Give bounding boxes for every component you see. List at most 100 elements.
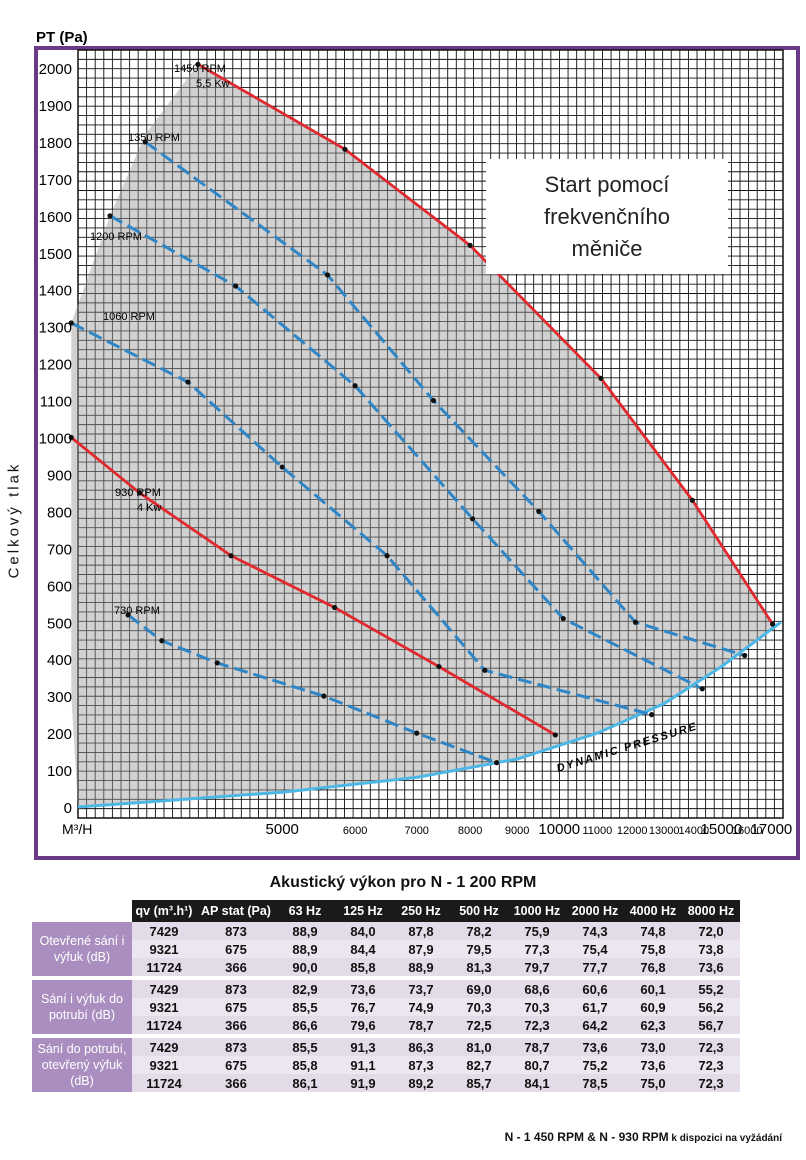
chart-border	[34, 46, 800, 860]
data-point	[68, 434, 74, 441]
table-cell: 84,1	[508, 1074, 566, 1096]
table-cell: 78,7	[392, 1016, 450, 1038]
table-cell: 82,7	[450, 1056, 508, 1074]
table-row: 9321 675 85,8 91,1 87,3 82,7 80,7 75,2 73,6 72,3	[32, 1056, 740, 1074]
data-point	[494, 760, 500, 766]
table-cell: 68,6	[508, 978, 566, 998]
table-cell: 73,6	[682, 958, 740, 980]
table-cell: 85,7	[450, 1074, 508, 1096]
x-tick-label: 17000	[751, 821, 793, 838]
table-cell: 7429	[132, 1036, 196, 1056]
table-cell: 86,6	[276, 1016, 334, 1038]
x-axis-label: M³/H	[62, 821, 92, 837]
table-cell: 77,7	[566, 958, 624, 980]
table-cell: 74,9	[392, 998, 450, 1016]
series-line-0	[197, 63, 774, 625]
series-label: 930 RPM	[115, 487, 161, 499]
table-cell: 74,3	[566, 922, 624, 940]
group-label: Otevřené sání i výfuk (dB)	[32, 922, 132, 980]
data-point	[414, 730, 420, 736]
data-point	[352, 383, 358, 389]
data-point	[279, 464, 285, 470]
data-point	[689, 497, 695, 503]
table-row: Otevřené sání i výfuk (dB) 7429 873 88,9 84,…	[32, 922, 740, 980]
y-tick-label: 600	[47, 578, 72, 595]
y-tick-label: 2000	[39, 61, 72, 78]
table-cell: 87,9	[392, 940, 450, 958]
operating-envelope	[71, 64, 781, 808]
data-point	[68, 320, 74, 326]
acoustic-title: Akustický výkon pro N - 1 200 RPM	[269, 874, 537, 891]
table-cell: 82,9	[276, 978, 334, 998]
series-label: 1350 RPM	[128, 132, 180, 144]
fan-performance-chart: PT (Pa)200019001800170016001500140013001…	[34, 29, 800, 860]
x-tick-label: 16000	[732, 825, 763, 837]
x-tick-label: 14000	[679, 825, 710, 837]
data-point	[699, 686, 705, 692]
x-tick-label: 11000	[583, 825, 613, 837]
x-tick-label: 6000	[343, 825, 367, 837]
table-cell: 85,5	[276, 1036, 334, 1056]
column-header: 125 Hz	[334, 900, 392, 922]
y-tick-label: 1200	[39, 357, 72, 374]
y-axis-label: Celkový tlak	[5, 461, 23, 579]
table-cell: 73,6	[566, 1036, 624, 1056]
table-cell: 73,8	[682, 940, 740, 958]
table-cell: 91,1	[334, 1056, 392, 1074]
series-label: 730 RPM	[114, 605, 160, 617]
table-cell: 7429	[132, 978, 196, 998]
table-cell: 11724	[132, 958, 196, 980]
table-cell: 73,0	[624, 1036, 682, 1056]
rpm-curves	[68, 61, 782, 809]
table-cell: 77,3	[508, 940, 566, 958]
column-header: 63 Hz	[276, 900, 334, 922]
column-header: 250 Hz	[392, 900, 450, 922]
table-row: 9321 675 88,9 84,4 87,9 79,5 77,3 75,4 75,8 73,8	[32, 940, 740, 958]
table-cell: 61,7	[566, 998, 624, 1016]
table-cell: 70,3	[450, 998, 508, 1016]
column-header: 500 Hz	[450, 900, 508, 922]
group-label: Sání i výfuk do potrubí (dB)	[32, 978, 132, 1038]
data-point	[125, 612, 131, 618]
table-cell: 91,3	[334, 1036, 392, 1056]
x-tick-label: 7000	[404, 825, 428, 837]
group-label: Sání do potrubí, otevřený výfuk (dB)	[32, 1036, 132, 1096]
data-point	[598, 375, 604, 381]
y-tick-label: 1000	[39, 431, 72, 448]
table-cell: 7429	[132, 922, 196, 940]
series-label: 1200 RPM	[90, 231, 142, 243]
series-line-3	[70, 321, 653, 717]
data-point	[137, 490, 143, 496]
table-cell: 62,3	[624, 1016, 682, 1038]
table-cell: 76,7	[334, 998, 392, 1016]
series-line-4	[70, 436, 557, 737]
table-cell: 75,9	[508, 922, 566, 940]
data-point	[436, 663, 442, 670]
table-row: Sání do potrubí, otevřený výfuk (dB) 7429…	[32, 1036, 740, 1096]
table-cell: 79,6	[334, 1016, 392, 1038]
table-row: Sání i výfuk do potrubí (dB) 7429 873 82,9 7…	[32, 978, 740, 1038]
table-cell: 81,0	[450, 1036, 508, 1056]
data-point	[742, 652, 748, 659]
table-cell: 78,2	[450, 922, 508, 940]
data-point	[632, 619, 639, 625]
data-point	[482, 667, 488, 673]
table-cell: 675	[196, 998, 276, 1016]
chart-title: PT (Pa)	[36, 29, 88, 46]
table-cell: 88,9	[276, 922, 334, 940]
table-cell: 60,1	[624, 978, 682, 998]
y-tick-label: 1300	[39, 320, 72, 337]
series-label: 1060 RPM	[103, 311, 155, 323]
series-line-2	[109, 214, 703, 691]
data-point	[331, 604, 338, 611]
table-cell: 87,8	[392, 922, 450, 940]
data-point	[467, 242, 473, 248]
table-cell: 74,8	[624, 922, 682, 940]
table-cell: 72,5	[450, 1016, 508, 1038]
x-tick-label: 8000	[458, 825, 482, 837]
dynamic-pressure-curve	[77, 621, 782, 809]
table-cell: 56,2	[682, 998, 740, 1016]
table-cell: 91,9	[334, 1074, 392, 1096]
x-tick-label: 9000	[505, 825, 529, 837]
table-cell: 366	[196, 1074, 276, 1096]
